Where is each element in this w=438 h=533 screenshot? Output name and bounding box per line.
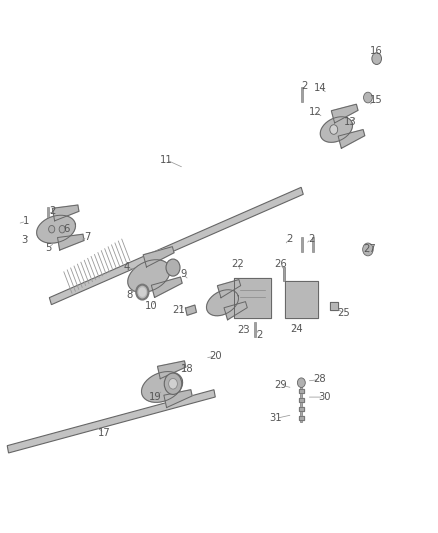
Polygon shape [53, 205, 79, 221]
Text: 19: 19 [149, 392, 162, 402]
Polygon shape [143, 247, 174, 267]
Polygon shape [330, 303, 338, 310]
Text: 9: 9 [180, 270, 186, 279]
Text: 15: 15 [369, 95, 382, 105]
Text: 5: 5 [45, 243, 51, 253]
Text: 7: 7 [85, 232, 91, 242]
Circle shape [364, 92, 372, 103]
Text: 14: 14 [314, 83, 326, 93]
Polygon shape [283, 266, 285, 281]
Polygon shape [128, 260, 170, 293]
Text: 20: 20 [209, 351, 222, 361]
Circle shape [49, 225, 55, 233]
Polygon shape [320, 117, 353, 142]
Polygon shape [7, 390, 215, 453]
Polygon shape [207, 290, 238, 316]
Text: 26: 26 [274, 259, 287, 269]
Text: 3: 3 [21, 235, 27, 245]
Text: 2: 2 [49, 206, 56, 215]
Polygon shape [338, 130, 365, 148]
Polygon shape [299, 398, 304, 402]
Text: 22: 22 [231, 259, 244, 269]
Polygon shape [186, 305, 196, 316]
Polygon shape [57, 234, 84, 250]
Polygon shape [254, 322, 256, 337]
Text: 31: 31 [270, 414, 282, 423]
Polygon shape [141, 372, 183, 402]
Polygon shape [158, 361, 186, 379]
Text: 10: 10 [145, 302, 158, 311]
Text: 1: 1 [23, 216, 29, 226]
Text: 18: 18 [181, 364, 194, 374]
Polygon shape [312, 237, 314, 252]
Circle shape [138, 287, 146, 297]
Text: 2: 2 [308, 234, 314, 244]
Text: 23: 23 [237, 326, 249, 335]
Text: 8: 8 [126, 290, 132, 300]
Circle shape [59, 225, 65, 233]
Polygon shape [164, 390, 192, 408]
Polygon shape [301, 237, 303, 252]
Circle shape [297, 378, 305, 387]
Polygon shape [217, 280, 241, 298]
Text: 2: 2 [256, 330, 262, 340]
Text: 2: 2 [286, 234, 292, 244]
Polygon shape [299, 407, 304, 411]
Text: 27: 27 [364, 245, 377, 254]
Circle shape [363, 243, 373, 256]
Polygon shape [49, 187, 303, 305]
Text: 28: 28 [314, 375, 326, 384]
Polygon shape [234, 279, 271, 319]
Text: 4: 4 [124, 262, 130, 271]
Circle shape [136, 285, 148, 300]
Circle shape [330, 125, 338, 134]
Circle shape [166, 259, 180, 276]
Text: 16: 16 [370, 46, 383, 55]
Polygon shape [300, 383, 302, 422]
Text: 13: 13 [344, 117, 357, 126]
Polygon shape [37, 215, 75, 243]
Polygon shape [285, 281, 318, 318]
Text: 30: 30 [318, 392, 330, 402]
Text: 21: 21 [172, 305, 185, 315]
Text: 25: 25 [337, 309, 350, 318]
Polygon shape [299, 416, 304, 420]
Polygon shape [47, 207, 49, 222]
Text: 17: 17 [98, 428, 111, 438]
Text: 11: 11 [160, 155, 173, 165]
Polygon shape [332, 104, 358, 123]
Polygon shape [224, 302, 247, 320]
Text: 12: 12 [309, 107, 322, 117]
Circle shape [164, 373, 182, 394]
Circle shape [372, 53, 381, 64]
Polygon shape [152, 277, 182, 297]
Text: 29: 29 [274, 380, 287, 390]
Polygon shape [299, 389, 304, 393]
Circle shape [169, 378, 177, 389]
Text: 6: 6 [64, 224, 70, 234]
Text: 24: 24 [291, 325, 303, 334]
Polygon shape [301, 87, 303, 102]
Text: 2: 2 [301, 82, 307, 91]
